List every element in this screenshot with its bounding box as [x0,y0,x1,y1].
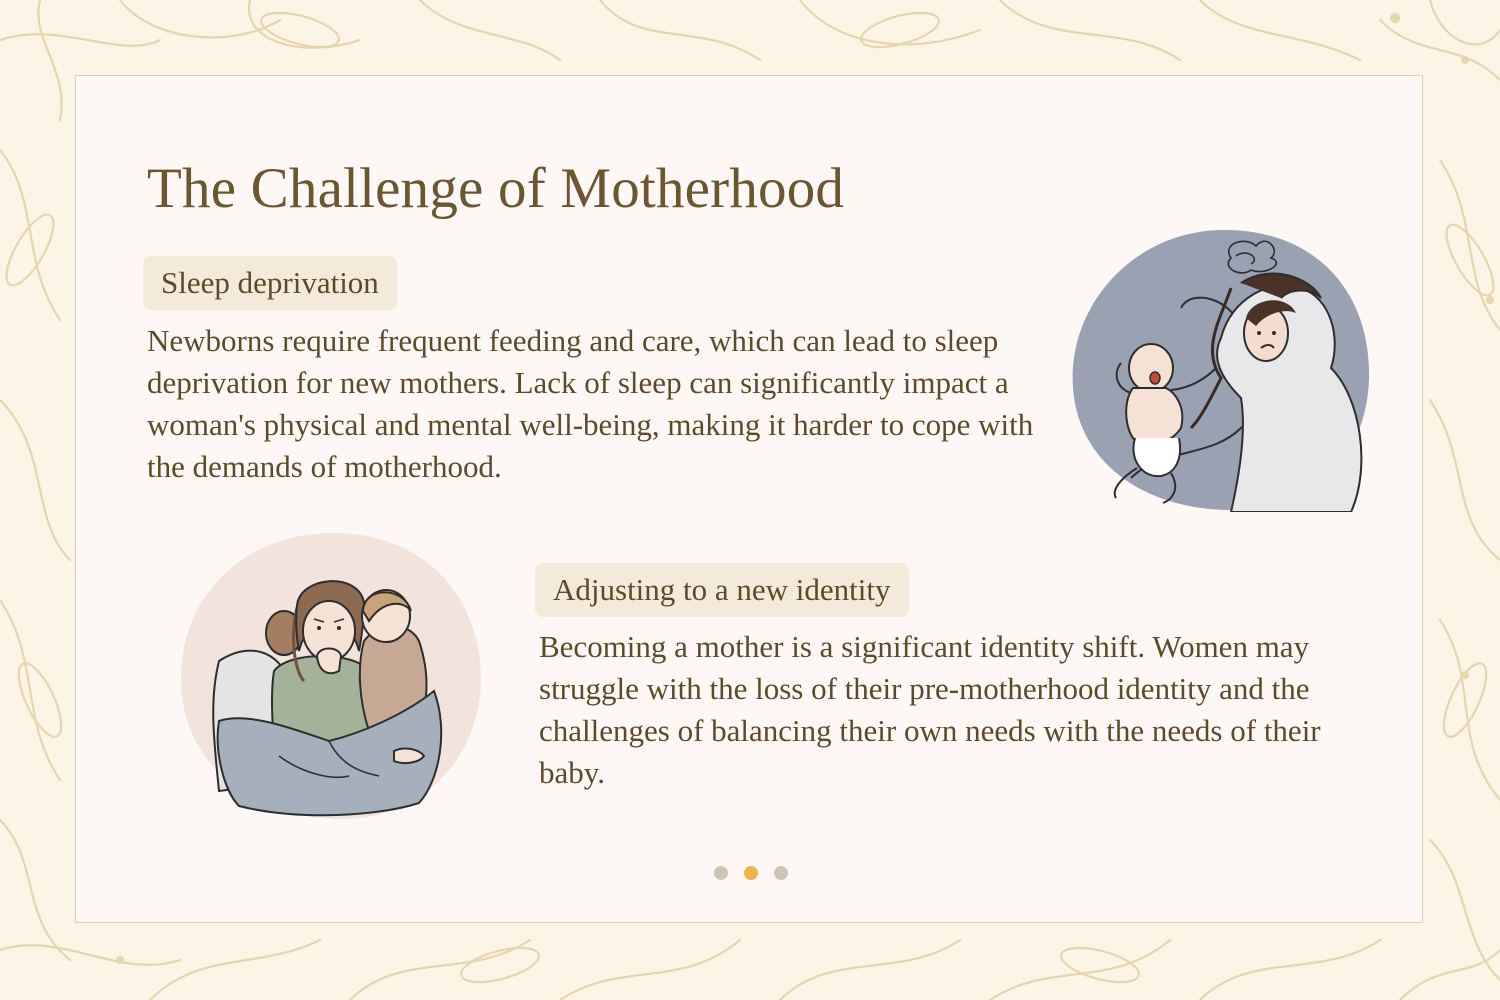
section-heading-new-identity: Adjusting to a new identity [535,563,909,617]
anxious-mother-hugging-children-illustration [180,532,481,820]
page-title: The Challenge of Motherhood [147,157,845,220]
section-heading-sleep-deprivation: Sleep deprivation [143,256,397,310]
section-body-sleep-deprivation: Newborns require frequent feeding and ca… [147,323,1034,484]
pagination-dot[interactable] [744,866,758,880]
exhausted-mother-with-crying-baby-illustration [1072,229,1370,512]
content-card: The Challenge of Motherhood Sleep depriv… [75,75,1423,923]
pagination-dot[interactable] [714,866,728,880]
pagination-dots [714,866,788,880]
pagination-dot[interactable] [774,866,788,880]
section-body-new-identity: Becoming a mother is a significant ident… [539,629,1321,790]
